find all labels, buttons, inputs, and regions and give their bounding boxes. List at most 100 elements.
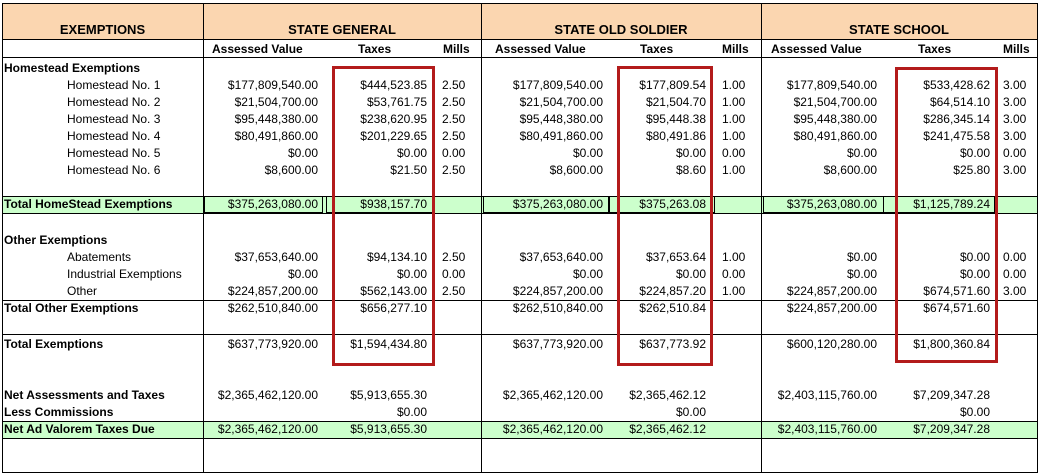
general-total-homestead-assessed-box <box>204 196 323 213</box>
old_soldier-h4-assessed: $80,491,860.00 <box>519 129 603 143</box>
homestead-3-label: Homestead No. 3 <box>67 112 161 126</box>
general-less_commissions-taxes: $0.00 <box>396 405 427 419</box>
general-industrial-assessed: $0.00 <box>287 267 318 281</box>
school-industrial-mills: 0.00 <box>1003 267 1027 281</box>
school-less_commissions-taxes: $0.00 <box>959 405 990 419</box>
general-other-taxes: $562,143.00 <box>360 284 427 298</box>
grid-line <box>2 213 1037 214</box>
less-commissions-label: Less Commissions <box>4 405 114 419</box>
old_soldier-other-assessed: $224,857,200.00 <box>512 284 603 298</box>
general-h2-taxes: $53,761.75 <box>366 95 427 109</box>
school-other-mills: 3.00 <box>1003 284 1027 298</box>
school-h4-mills: 3.00 <box>1003 129 1027 143</box>
old_soldier-h1-assessed: $177,809,540.00 <box>512 78 603 92</box>
grid-line <box>2 3 1037 4</box>
old_soldier-total-homestead-taxes-box <box>609 196 715 213</box>
old_soldier-h4-taxes: $80,491.86 <box>645 129 706 143</box>
school-assessed-header: Assessed Value <box>771 42 862 56</box>
school-h2-mills: 3.00 <box>1003 95 1027 109</box>
school-h1-taxes: $533,428.62 <box>923 78 990 92</box>
homestead-6-label: Homestead No. 6 <box>67 163 161 177</box>
old_soldier-total_other-assessed: $262,510,840.00 <box>512 301 603 315</box>
general-h5-mills: 0.00 <box>442 146 466 160</box>
school-total_other-assessed: $224,857,200.00 <box>786 301 877 315</box>
homestead-4-label: Homestead No. 4 <box>67 129 161 143</box>
school-h6-taxes: $25.80 <box>953 163 990 177</box>
grid-line <box>2 472 1037 473</box>
school-total_homestead-taxes: $1,125,789.24 <box>913 197 990 211</box>
total-homestead-label: Total HomeStead Exemptions <box>4 197 173 211</box>
grid-line <box>481 3 482 473</box>
school-h6-assessed: $8,600.00 <box>823 163 877 177</box>
old_soldier-total-homestead-assessed-box <box>483 196 609 213</box>
abatements-label: Abatements <box>67 250 132 264</box>
general-h1-mills: 2.50 <box>442 78 466 92</box>
school-h1-mills: 3.00 <box>1003 78 1027 92</box>
homestead-1-label: Homestead No. 1 <box>67 78 161 92</box>
school-total_exemptions-taxes: $1,800,360.84 <box>913 337 990 351</box>
old_soldier-total_homestead-taxes: $375,263.08 <box>639 197 706 211</box>
general-total_homestead-taxes: $938,157.70 <box>360 197 427 211</box>
old_soldier-h2-taxes: $21,504.70 <box>645 95 706 109</box>
grid-line <box>2 421 1037 422</box>
general-total_exemptions-taxes: $1,594,434.80 <box>350 337 427 351</box>
old_soldier-h2-mills: 1.00 <box>722 95 746 109</box>
school-abatements-taxes: $0.00 <box>959 250 990 264</box>
old_soldier-abatements-taxes: $37,653.64 <box>645 250 706 264</box>
grid-line <box>2 334 1037 335</box>
old-soldier-taxes-header: Taxes <box>640 42 674 56</box>
general-mills-header: Mills <box>443 42 470 56</box>
general-h3-mills: 2.50 <box>442 112 466 126</box>
net-ad-valorem-label: Net Ad Valorem Taxes Due <box>4 422 155 436</box>
old_soldier-total_other-taxes: $262,510.84 <box>639 301 706 315</box>
old_soldier-net_ad_valorem-taxes: $2,365,462.12 <box>629 422 706 436</box>
header-band <box>2 3 1037 39</box>
old_soldier-h3-mills: 1.00 <box>722 112 746 126</box>
old_soldier-h6-taxes: $8.60 <box>675 163 706 177</box>
total-other-exemptions-label: Total Other Exemptions <box>4 301 139 315</box>
general-h4-assessed: $80,491,860.00 <box>234 129 318 143</box>
general-h1-taxes: $444,523.85 <box>360 78 427 92</box>
old_soldier-h6-assessed: $8,600.00 <box>549 163 603 177</box>
old_soldier-h5-mills: 0.00 <box>722 146 746 160</box>
general-h4-mills: 2.50 <box>442 129 466 143</box>
old-soldier-mills-header: Mills <box>722 42 749 56</box>
grid-line <box>761 3 762 473</box>
general-other-mills: 2.50 <box>442 284 466 298</box>
old_soldier-net_assessments-taxes: $2,365,462.12 <box>629 388 706 402</box>
school-h3-assessed: $95,448,380.00 <box>793 112 877 126</box>
school-other-assessed: $224,857,200.00 <box>786 284 877 298</box>
general-assessed-header: Assessed Value <box>212 42 303 56</box>
old_soldier-total_exemptions-taxes: $637,773.92 <box>639 337 706 351</box>
highlight-box-general-taxes <box>332 66 435 366</box>
old_soldier-abatements-mills: 1.00 <box>722 250 746 264</box>
school-h5-mills: 0.00 <box>1003 146 1027 160</box>
general-total_other-taxes: $656,277.10 <box>360 301 427 315</box>
general-total_other-assessed: $262,510,840.00 <box>227 301 318 315</box>
grid-line <box>203 3 204 473</box>
old_soldier-h6-mills: 1.00 <box>722 163 746 177</box>
general-abatements-assessed: $37,653,640.00 <box>234 250 318 264</box>
general-abatements-mills: 2.50 <box>442 250 466 264</box>
school-other-taxes: $674,571.60 <box>923 284 990 298</box>
general-h6-taxes: $21.50 <box>390 163 427 177</box>
grid-line <box>2 57 1037 58</box>
general-abatements-taxes: $94,134.10 <box>366 250 427 264</box>
grid-line <box>1037 3 1038 473</box>
grid-line <box>2 39 1037 40</box>
general-other-assessed: $224,857,200.00 <box>227 284 318 298</box>
industrial-exemptions-label: Industrial Exemptions <box>67 267 182 281</box>
other-label: Other <box>67 284 98 298</box>
general-h6-mills: 2.50 <box>442 163 466 177</box>
state-school-header: STATE SCHOOL <box>849 22 949 37</box>
old_soldier-total_exemptions-assessed: $637,773,920.00 <box>512 337 603 351</box>
old_soldier-h2-assessed: $21,504,700.00 <box>519 95 603 109</box>
net-assessments-label: Net Assessments and Taxes <box>4 388 165 402</box>
total-exemptions-label: Total Exemptions <box>4 337 104 351</box>
general-total_exemptions-assessed: $637,773,920.00 <box>227 337 318 351</box>
old_soldier-h1-taxes: $177,809.54 <box>639 78 706 92</box>
old_soldier-total_homestead-assessed: $375,263,080.00 <box>512 197 603 211</box>
general-net_assessments-taxes: $5,913,655.30 <box>350 388 427 402</box>
general-h3-assessed: $95,448,380.00 <box>234 112 318 126</box>
school-net_assessments-assessed: $2,403,115,760.00 <box>777 388 877 402</box>
